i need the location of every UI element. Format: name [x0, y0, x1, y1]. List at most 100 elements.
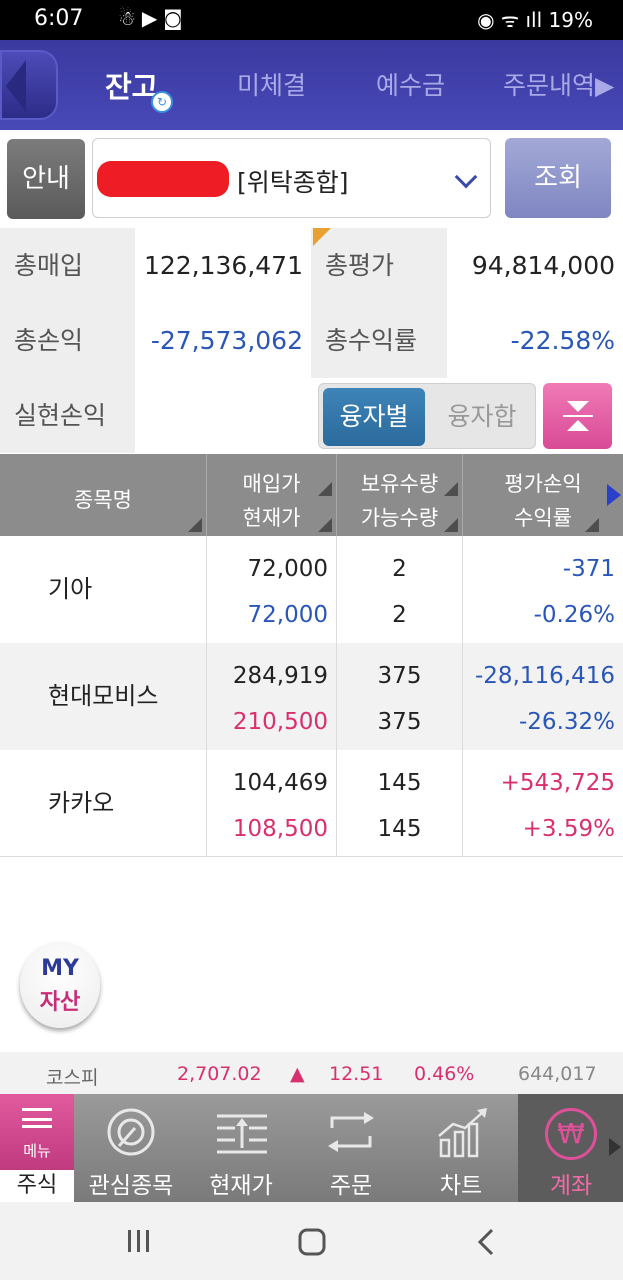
available-qty: 145	[377, 816, 422, 842]
return-rate: -0.26%	[533, 602, 615, 628]
chevron-left-icon	[6, 60, 26, 112]
nav-current-price[interactable]: 현재가	[188, 1094, 294, 1202]
nav-more-icon[interactable]	[609, 1138, 621, 1156]
total-purchase-value: 122,136,471	[135, 228, 311, 303]
eval-pnl: -371	[562, 556, 615, 582]
home-icon[interactable]	[298, 1228, 326, 1256]
col-header-price[interactable]: 매입가 현재가	[207, 454, 337, 536]
realized-pnl-value	[135, 378, 311, 453]
back-icon[interactable]	[476, 1228, 496, 1256]
available-qty: 2	[392, 602, 407, 628]
total-pnl-value: -27,573,062	[135, 303, 311, 378]
status-right: ◉ ᯤ ıll 19%	[477, 6, 593, 33]
buy-price: 284,919	[232, 663, 328, 689]
stock-name: 카카오	[0, 750, 207, 857]
total-pnl-label: 총손익	[0, 303, 135, 378]
order-icon	[328, 1112, 374, 1152]
current-price-icon	[217, 1114, 267, 1154]
refresh-badge-icon[interactable]: ↻	[151, 91, 173, 113]
notification-icons: ☃▶◙	[118, 6, 189, 30]
collapse-icon	[563, 401, 593, 431]
holding-qty: 375	[377, 663, 422, 689]
balance-summary: 총매입 122,136,471 총평가 94,814,000 총손익 -27,5…	[0, 228, 623, 454]
account-select[interactable]: [위탁종합]	[92, 138, 491, 218]
sort-corner-icon	[188, 518, 202, 532]
current-price: 210,500	[232, 709, 328, 735]
total-eval-value: 94,814,000	[447, 228, 623, 303]
battery-level: 19%	[548, 8, 593, 32]
bottom-nav: 메뉴 주식 관심종목 현재가 주문	[0, 1094, 623, 1202]
status-bar: 6:07 ☃▶◙ ◉ ᯤ ıll 19%	[0, 0, 623, 40]
current-price: 72,000	[247, 602, 328, 628]
hamburger-icon	[22, 1108, 52, 1128]
col-header-pnl[interactable]: 평가손익 수익률	[463, 454, 623, 536]
query-button[interactable]: 조회	[505, 138, 611, 218]
nav-chart[interactable]: 차트	[408, 1094, 514, 1202]
holding-qty: 2	[392, 556, 407, 582]
eval-pnl: -28,116,416	[475, 663, 615, 689]
sort-corner-icon	[585, 518, 599, 532]
col-header-name[interactable]: 종목명	[0, 454, 207, 536]
index-change: 12.51	[329, 1063, 384, 1085]
watchlist-icon	[107, 1108, 155, 1156]
by-loan-button[interactable]: 융자별	[323, 388, 425, 446]
my-asset-button[interactable]: MY 자산	[20, 942, 100, 1028]
current-price: 108,500	[232, 816, 328, 842]
holding-qty: 145	[377, 770, 422, 796]
index-volume: 644,017	[518, 1063, 597, 1085]
total-eval-label: 총평가	[311, 228, 447, 303]
index-value: 2,707.02	[177, 1063, 262, 1085]
collapse-button[interactable]	[543, 383, 612, 449]
loan-toggle: 융자별 융자합	[318, 383, 536, 449]
total-purchase-label: 총매입	[0, 228, 135, 303]
loan-sum-button[interactable]: 융자합	[447, 402, 517, 431]
eval-pnl: +543,725	[500, 770, 615, 796]
col-header-qty[interactable]: 보유수량 가능수량	[337, 454, 463, 536]
available-qty: 375	[377, 709, 422, 735]
nav-order[interactable]: 주문	[298, 1094, 404, 1202]
table-row[interactable]: 카카오 104,469 108,500 145 145 +543,725 +3.…	[0, 750, 623, 857]
tab-deposit[interactable]: 예수금	[376, 71, 446, 100]
tab-header: 잔고 ↻ 미체결 예수금 주문내역▶	[0, 40, 623, 130]
recent-apps-icon[interactable]	[126, 1228, 152, 1254]
buy-price: 72,000	[247, 556, 328, 582]
total-return-value: -22.58%	[447, 303, 623, 378]
stock-name: 현대모비스	[0, 643, 207, 750]
return-rate: +3.59%	[522, 816, 615, 842]
system-nav-bar	[0, 1202, 623, 1280]
nav-account[interactable]: ₩ 계좌	[518, 1094, 623, 1202]
table-row[interactable]: 기아 72,000 72,000 2 2 -371 -0.26%	[0, 536, 623, 643]
corner-indicator	[313, 228, 331, 246]
index-name: 코스피	[46, 1067, 99, 1089]
tab-balance[interactable]: 잔고	[105, 70, 159, 104]
realized-pnl-label: 실현손익	[0, 378, 135, 453]
account-row: 안내 [위탁종합] 조회	[0, 130, 623, 228]
sort-corner-icon	[444, 482, 458, 496]
total-return-label: 총수익률	[311, 303, 447, 378]
return-rate: -26.32%	[519, 709, 615, 735]
scroll-right-icon[interactable]	[607, 484, 621, 506]
chevron-down-icon	[454, 165, 478, 189]
tab-unfilled[interactable]: 미체결	[237, 71, 307, 100]
tab-order-history[interactable]: 주문내역▶	[503, 71, 615, 100]
stock-name: 기아	[0, 536, 207, 643]
status-time: 6:07	[34, 6, 84, 31]
stock-tab[interactable]: 주식	[0, 1170, 74, 1202]
signal-icon: ◉ ᯤ ıll	[477, 8, 549, 32]
account-type-label: [위탁종합]	[237, 168, 349, 197]
table-row[interactable]: 현대모비스 284,919 210,500 375 375 -28,116,41…	[0, 643, 623, 750]
sort-corner-icon	[318, 518, 332, 532]
up-arrow-icon: ▲	[290, 1063, 305, 1085]
chart-icon	[438, 1108, 487, 1158]
nav-watchlist[interactable]: 관심종목	[78, 1094, 184, 1202]
menu-button[interactable]: 메뉴	[0, 1094, 74, 1170]
index-ticker[interactable]: 코스피 2,707.02 ▲ 12.51 0.46% 644,017	[0, 1052, 623, 1094]
account-won-icon: ₩	[545, 1108, 597, 1160]
holdings-table-header: 종목명 매입가 현재가 보유수량 가능수량 평가손익 수익률	[0, 454, 623, 536]
redacted-account-number	[97, 161, 229, 197]
sort-corner-icon	[444, 518, 458, 532]
sort-corner-icon	[318, 482, 332, 496]
index-change-pct: 0.46%	[414, 1063, 475, 1085]
info-button[interactable]: 안내	[7, 139, 85, 219]
back-button[interactable]	[0, 50, 58, 120]
